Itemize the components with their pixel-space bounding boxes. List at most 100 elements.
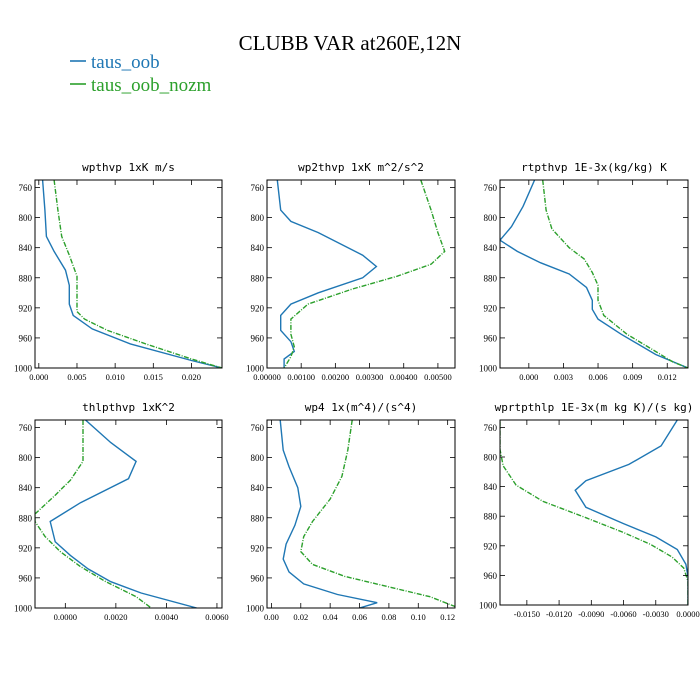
panel-5-ytick-label: 840 bbox=[251, 483, 265, 493]
panel-6-xtick-label: 0.0000 bbox=[676, 609, 699, 619]
panel-5-frame bbox=[266, 419, 456, 609]
panel-5-ytick-label: 800 bbox=[251, 453, 265, 463]
panel-3-line-taus-oob-nozm bbox=[542, 180, 688, 368]
panel-6-xtick-label: -0.0150 bbox=[514, 609, 540, 619]
panel-3-xtick-label: 0.000 bbox=[519, 372, 538, 382]
panel-1-ytick-label: 840 bbox=[19, 243, 33, 253]
panel-6-ytick-label: 920 bbox=[484, 541, 498, 551]
panel-6-ytick-label: 760 bbox=[484, 423, 498, 433]
panel-1-ytick-label: 920 bbox=[19, 303, 33, 313]
panel-6-ytick-label: 1000 bbox=[479, 601, 498, 611]
panel-3-ytick-label: 1000 bbox=[479, 364, 498, 374]
panel-6-frame bbox=[499, 419, 689, 606]
panel-1-ytick-label: 800 bbox=[19, 213, 33, 223]
panel-6-xtick-label: -0.0120 bbox=[546, 609, 572, 619]
panel-4-line-taus-oob-nozm bbox=[35, 420, 152, 608]
panel-3-line-taus-oob bbox=[500, 180, 688, 368]
panel-2-ytick-label: 800 bbox=[251, 213, 265, 223]
panel-5-ytick-label: 920 bbox=[251, 543, 265, 553]
panel-1-xtick-label: 0.005 bbox=[67, 372, 86, 382]
panel-2-xtick-label: 0.00100 bbox=[287, 372, 315, 382]
panel-6-ytick-label: 840 bbox=[484, 482, 498, 492]
panel-2-line-taus-oob-nozm bbox=[283, 180, 446, 368]
panel-6-xtick-label: -0.0090 bbox=[578, 609, 604, 619]
panel-6-ytick-label: 960 bbox=[484, 571, 498, 581]
panel-6: wprtpthlp 1E-3x(m kg K)/(s kg) 760 800 840 8… bbox=[479, 401, 700, 619]
legend-label-taus-oob: taus_oob bbox=[91, 52, 160, 73]
panel-5-xtick-label: 0.12 bbox=[440, 612, 455, 622]
panel-3-xtick-label: 0.009 bbox=[623, 372, 642, 382]
panel-4-line-taus-oob bbox=[49, 420, 197, 608]
panel-4-ytick-label: 1000 bbox=[14, 604, 33, 614]
panel-5-xtick-label: 0.00 bbox=[264, 612, 279, 622]
panel-2-ytick-label: 960 bbox=[251, 333, 265, 343]
panel-2-line-taus-oob bbox=[276, 180, 378, 368]
panel-1-xtick-label: 0.010 bbox=[106, 372, 125, 382]
panel-6-ytick-label: 800 bbox=[484, 453, 498, 463]
legend-label-taus-oob-nozm: taus_oob_nozm bbox=[91, 75, 212, 96]
panel-5-ytick-label: 760 bbox=[251, 423, 265, 433]
panel-5-xtick-label: 0.02 bbox=[293, 612, 308, 622]
panel-3-xtick-label: 0.003 bbox=[554, 372, 573, 382]
panel-1-line-taus-oob bbox=[41, 180, 222, 368]
panel-6-line-taus-oob bbox=[574, 420, 688, 605]
panel-1-line-taus-oob-nozm bbox=[53, 180, 222, 368]
panel-5-xtick-label: 0.08 bbox=[381, 612, 396, 622]
panel-1-ytick-label: 880 bbox=[19, 273, 33, 283]
panel-3-xtick-label: 0.012 bbox=[658, 372, 677, 382]
panel-1-xtick-label: 0.015 bbox=[144, 372, 163, 382]
panel-4-ytick-label: 760 bbox=[19, 423, 33, 433]
panel-2-title: wp2thvp 1xK m^2/s^2 bbox=[298, 161, 424, 174]
panel-5-xtick-label: 0.04 bbox=[323, 612, 339, 622]
panel-3-series bbox=[500, 180, 688, 368]
panel-1-ytick-label: 760 bbox=[19, 183, 33, 193]
panel-4-title: thlpthvp 1xK^2 bbox=[82, 401, 175, 414]
panel-1-series bbox=[41, 180, 222, 368]
panel-5-xtick-label: 0.10 bbox=[411, 612, 426, 622]
panel-6-title: wprtpthlp 1E-3x(m kg K)/(s kg) bbox=[495, 401, 694, 414]
panel-3-frame bbox=[499, 179, 689, 369]
panel-6-ytick-label: 880 bbox=[484, 512, 498, 522]
panel-4-frame bbox=[34, 419, 223, 609]
panel-6-line-taus-oob-nozm bbox=[500, 421, 688, 605]
panel-5-xtick-label: 0.06 bbox=[352, 612, 367, 622]
panel-5-ytick-label: 1000 bbox=[246, 604, 265, 614]
panel-6-xtick-label: -0.0060 bbox=[610, 609, 636, 619]
panel-2-xtick-label: 0.00500 bbox=[424, 372, 452, 382]
panel-2-ytick-label: 1000 bbox=[246, 364, 265, 374]
panel-1-title: wpthvp 1xK m/s bbox=[82, 161, 175, 174]
panel-5-title: wp4 1x(m^4)/(s^4) bbox=[305, 401, 418, 414]
panels-group: wpthvp 1xK m/s76080084088092096010000.00… bbox=[14, 161, 700, 622]
panel-4-xtick-label: 0.0040 bbox=[155, 612, 178, 622]
panel-2-ytick-label: 840 bbox=[251, 243, 265, 253]
panel-3-ytick-label: 960 bbox=[484, 333, 498, 343]
panel-2: wp2thvp 1xK m^2/s^2 760 800 840 880 920 960 100… bbox=[246, 161, 456, 382]
panel-4-ytick-label: 960 bbox=[19, 573, 33, 583]
panel-3: rtpthvp 1E-3x(kg/kg) K 760 800 840 880 920 960… bbox=[479, 161, 689, 382]
panel-6-xtick-label: -0.0030 bbox=[643, 609, 669, 619]
panel-3-title: rtpthvp 1E-3x(kg/kg) K bbox=[521, 161, 667, 174]
panel-3-ytick-label: 760 bbox=[484, 183, 498, 193]
panel-2-series bbox=[276, 180, 446, 368]
panel-3-ytick-label: 920 bbox=[484, 303, 498, 313]
panel-5-line-taus-oob bbox=[279, 420, 378, 608]
panel-4-ytick-label: 880 bbox=[19, 513, 33, 523]
panel-3-ytick-label: 880 bbox=[484, 273, 498, 283]
panel-1-frame bbox=[34, 179, 223, 369]
panel-2-xtick-label: 0.00300 bbox=[356, 372, 384, 382]
panel-6-series bbox=[500, 420, 688, 605]
panel-5-series bbox=[279, 420, 455, 608]
panel-4-series bbox=[35, 420, 197, 608]
panel-2-xtick-label: 0.00400 bbox=[390, 372, 418, 382]
panel-4: thlpthvp 1xK^2 760 800 840 880 920 960 1000 0.00… bbox=[14, 401, 229, 622]
panel-2-xtick-label: 0.00200 bbox=[322, 372, 350, 382]
panel-4-ytick-label: 800 bbox=[19, 453, 33, 463]
panel-3-ytick-label: 840 bbox=[484, 243, 498, 253]
legend: taus_oob taus_oob_nozm bbox=[70, 52, 212, 96]
panel-1-xtick-label: 0.000 bbox=[29, 372, 48, 382]
panel-2-frame bbox=[266, 179, 456, 369]
panel-1: wpthvp 1xK m/s76080084088092096010000.00… bbox=[14, 161, 223, 382]
panel-4-xtick-label: 0.0000 bbox=[54, 612, 77, 622]
panel-5-line-taus-oob-nozm bbox=[300, 420, 455, 608]
